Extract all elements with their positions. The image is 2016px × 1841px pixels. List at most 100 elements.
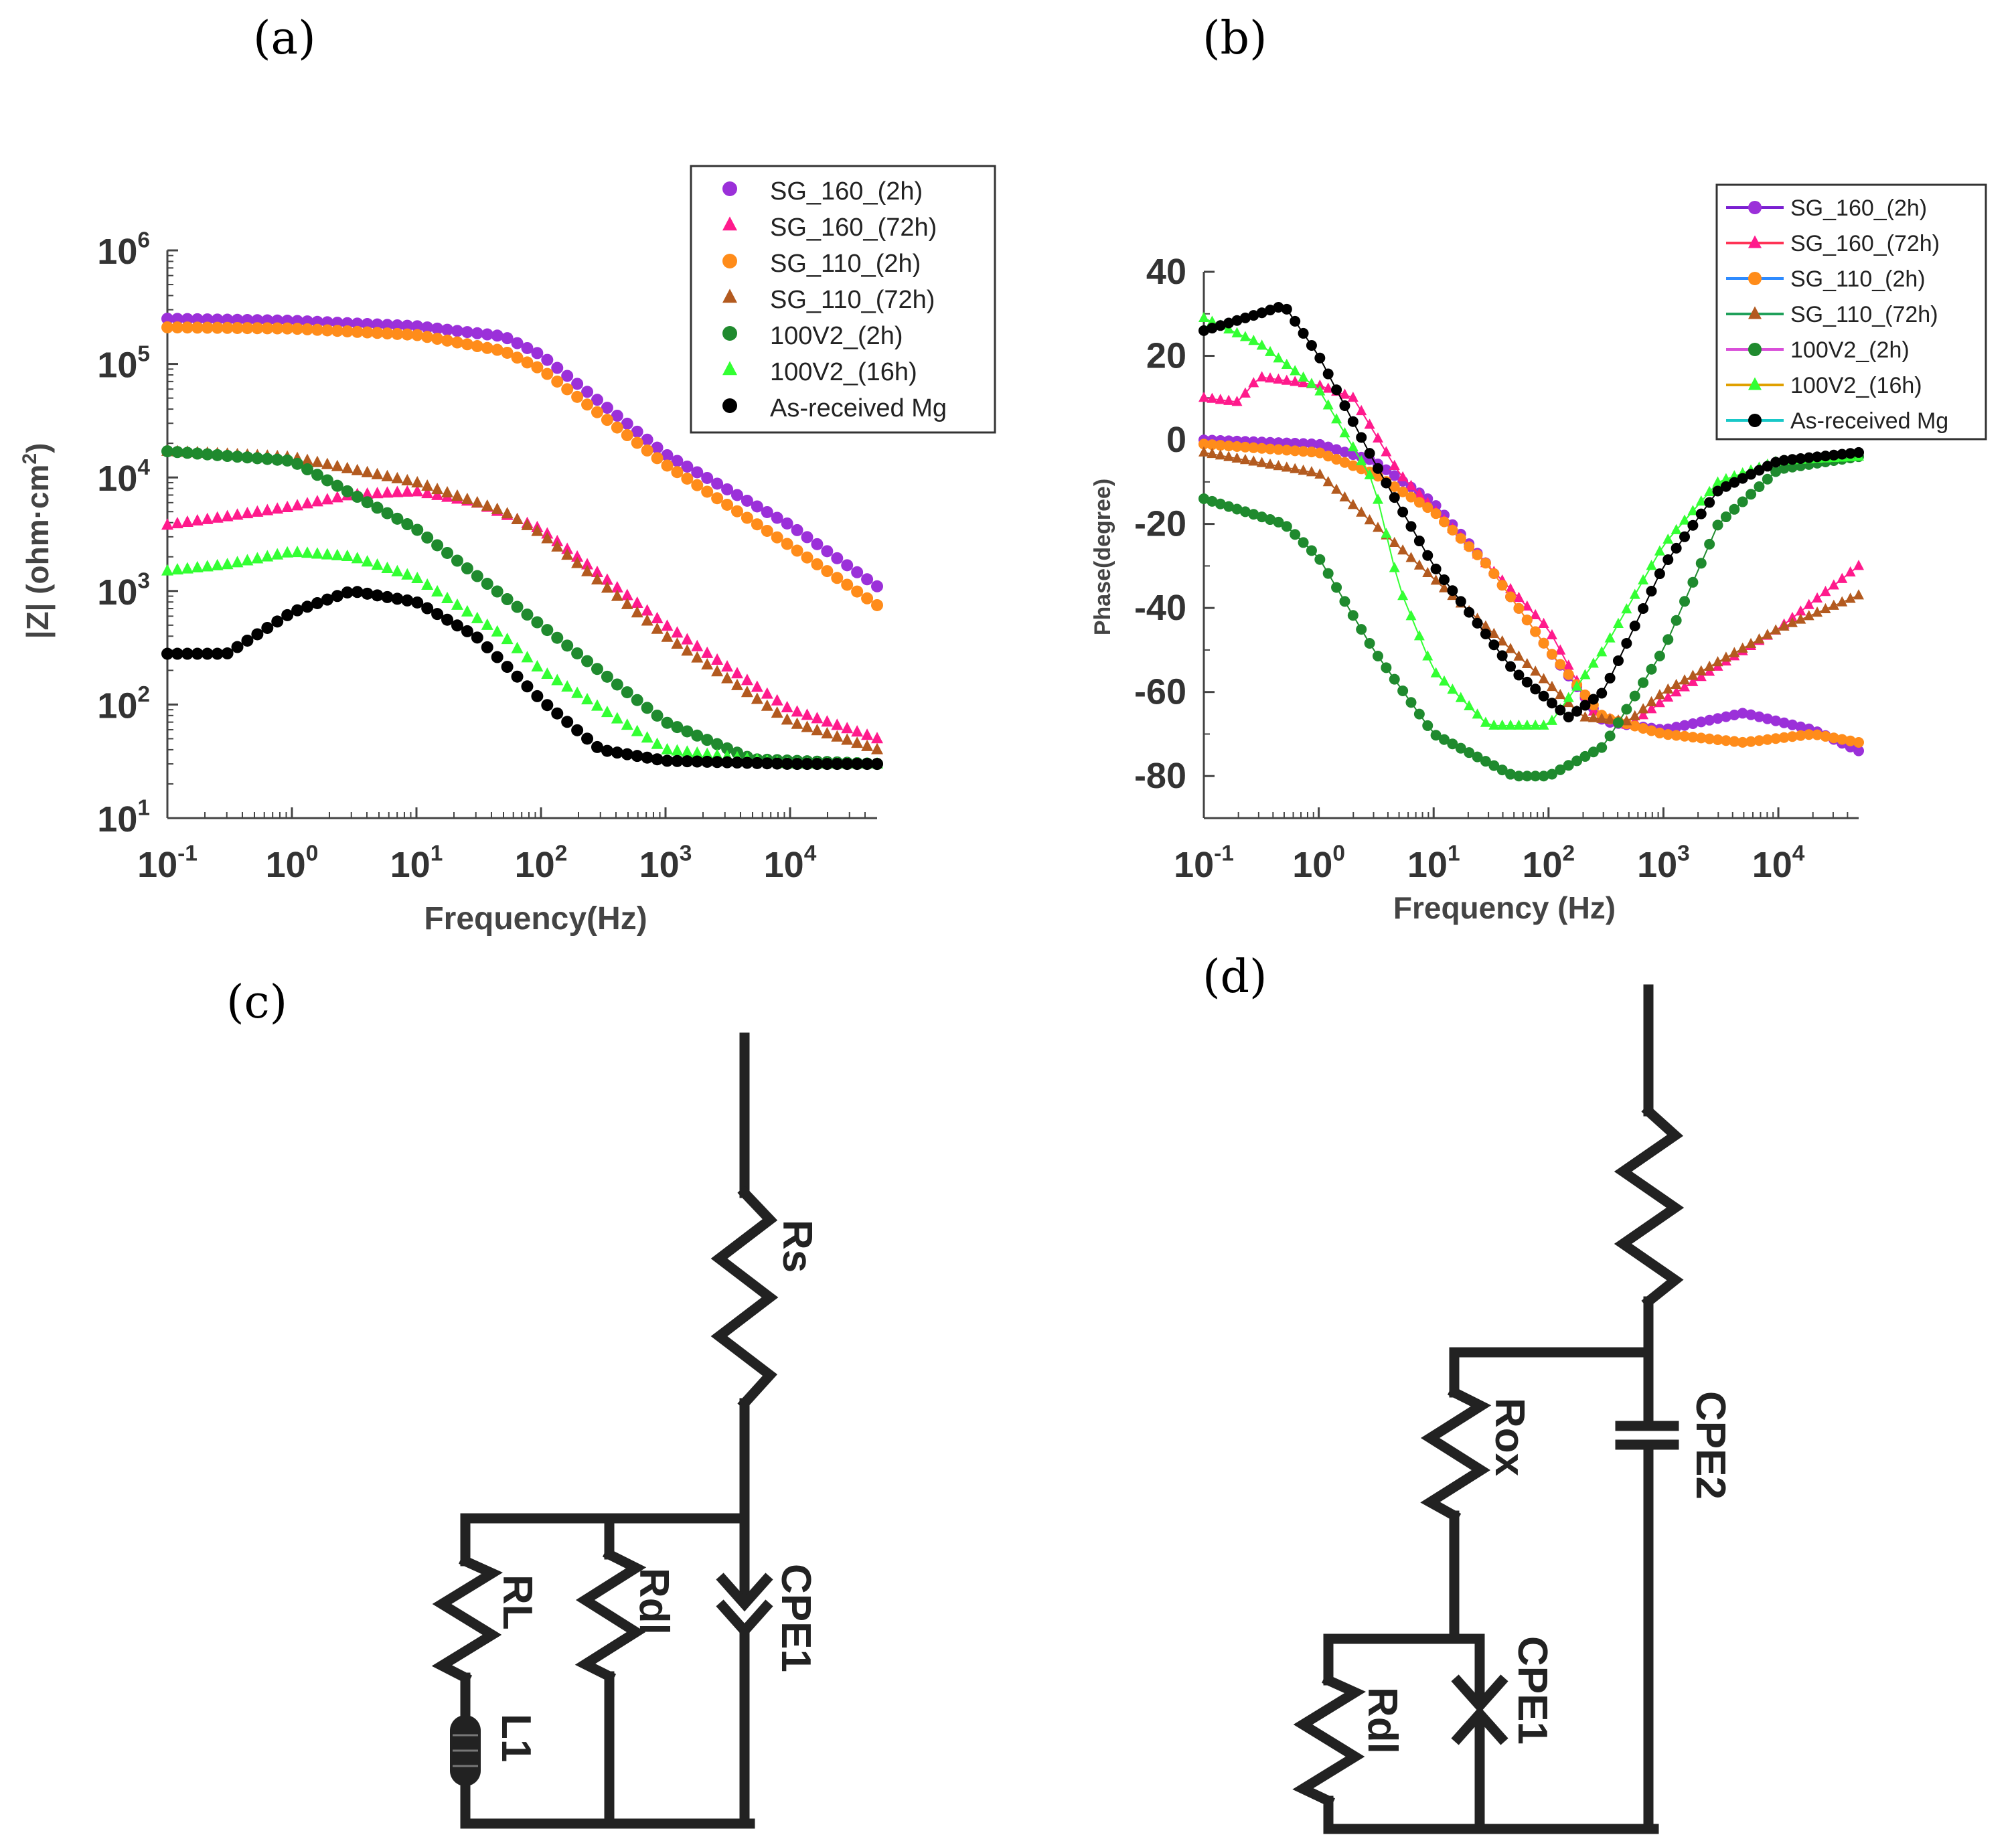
data-point — [1795, 613, 1806, 624]
data-point — [1198, 446, 1209, 457]
data-point — [1223, 501, 1235, 512]
data-point — [261, 550, 274, 562]
y-tick-label: 40 — [1146, 252, 1186, 292]
data-point — [1472, 708, 1483, 719]
y-axis-label: |Z| (ohm·cm2) — [19, 443, 55, 639]
data-point — [1281, 358, 1292, 369]
data-point — [1579, 669, 1591, 679]
data-point — [571, 556, 584, 568]
data-point — [1464, 607, 1475, 618]
data-point — [631, 436, 643, 449]
data-point — [1239, 331, 1251, 341]
data-point — [541, 532, 554, 544]
data-point — [1397, 486, 1409, 497]
data-point — [471, 327, 483, 339]
legend-marker — [1748, 201, 1762, 214]
data-point — [1389, 562, 1400, 572]
x-tick-label: 103 — [639, 842, 692, 885]
data-point — [401, 568, 414, 580]
y-tick-label: 102 — [97, 682, 150, 726]
data-point — [791, 717, 803, 729]
data-point — [1290, 438, 1301, 449]
data-point — [721, 498, 734, 511]
data-point — [571, 724, 584, 736]
data-point — [1695, 732, 1707, 744]
data-point — [801, 720, 813, 732]
data-point — [1695, 665, 1707, 675]
series-0 — [161, 313, 883, 592]
data-point — [171, 647, 183, 660]
data-point — [671, 626, 684, 638]
legend-marker — [722, 254, 737, 268]
data-point — [361, 326, 374, 339]
data-point — [1571, 680, 1583, 691]
data-point — [1322, 568, 1334, 579]
data-point — [611, 580, 623, 592]
data-point — [1646, 586, 1657, 597]
legend-label: SG_110_(2h) — [770, 250, 921, 278]
data-point — [471, 570, 483, 582]
data-point — [781, 713, 793, 725]
data-point — [251, 552, 264, 564]
data-point — [411, 476, 424, 488]
data-point — [1405, 491, 1417, 503]
data-point — [1563, 760, 1574, 771]
data-point — [871, 758, 883, 771]
data-point — [791, 524, 803, 536]
data-point — [1837, 734, 1848, 745]
data-point — [1737, 708, 1748, 719]
data-point — [1397, 685, 1409, 696]
data-point — [181, 515, 193, 528]
data-point — [1712, 734, 1723, 745]
data-point — [1513, 771, 1525, 782]
data-point — [1455, 692, 1466, 702]
data-point — [311, 596, 323, 609]
data-point — [571, 686, 584, 698]
data-point — [1198, 493, 1209, 504]
data-point — [171, 321, 183, 334]
data-point — [451, 598, 463, 610]
data-point — [1638, 709, 1649, 720]
data-point — [1314, 385, 1326, 396]
data-point — [1704, 660, 1715, 671]
data-point — [161, 445, 173, 458]
data-point — [381, 469, 394, 481]
data-point — [1712, 519, 1723, 531]
data-point — [1654, 568, 1665, 580]
data-point — [1737, 736, 1748, 748]
data-point — [291, 604, 304, 617]
data-point — [631, 694, 643, 706]
data-point — [391, 485, 404, 497]
data-point — [1364, 448, 1375, 459]
data-point — [1281, 374, 1292, 385]
data-point — [1472, 617, 1483, 629]
data-point — [801, 708, 813, 720]
data-point — [161, 313, 173, 325]
data-point — [191, 447, 204, 460]
data-point — [1563, 659, 1574, 670]
data-point — [1604, 672, 1616, 684]
data-point — [701, 646, 714, 658]
data-point — [1629, 710, 1640, 721]
data-point — [1430, 563, 1442, 574]
data-point — [171, 517, 183, 529]
data-point — [1265, 372, 1276, 383]
rs-resistor — [710, 1186, 779, 1411]
data-point — [1845, 566, 1856, 577]
data-point — [1256, 443, 1267, 454]
data-point — [1778, 463, 1790, 474]
data-point — [1413, 630, 1425, 641]
data-point — [1812, 592, 1823, 603]
data-point — [1413, 708, 1425, 720]
data-point — [1762, 629, 1773, 639]
y-tick-label: 106 — [97, 228, 150, 272]
data-point — [1422, 502, 1433, 513]
data-point — [691, 651, 704, 663]
data-point — [671, 455, 684, 467]
data-point — [231, 451, 244, 463]
data-point — [331, 459, 343, 471]
data-point — [1646, 725, 1657, 736]
data-point — [1290, 529, 1301, 540]
data-point — [1480, 629, 1491, 640]
data-point — [1853, 560, 1864, 570]
